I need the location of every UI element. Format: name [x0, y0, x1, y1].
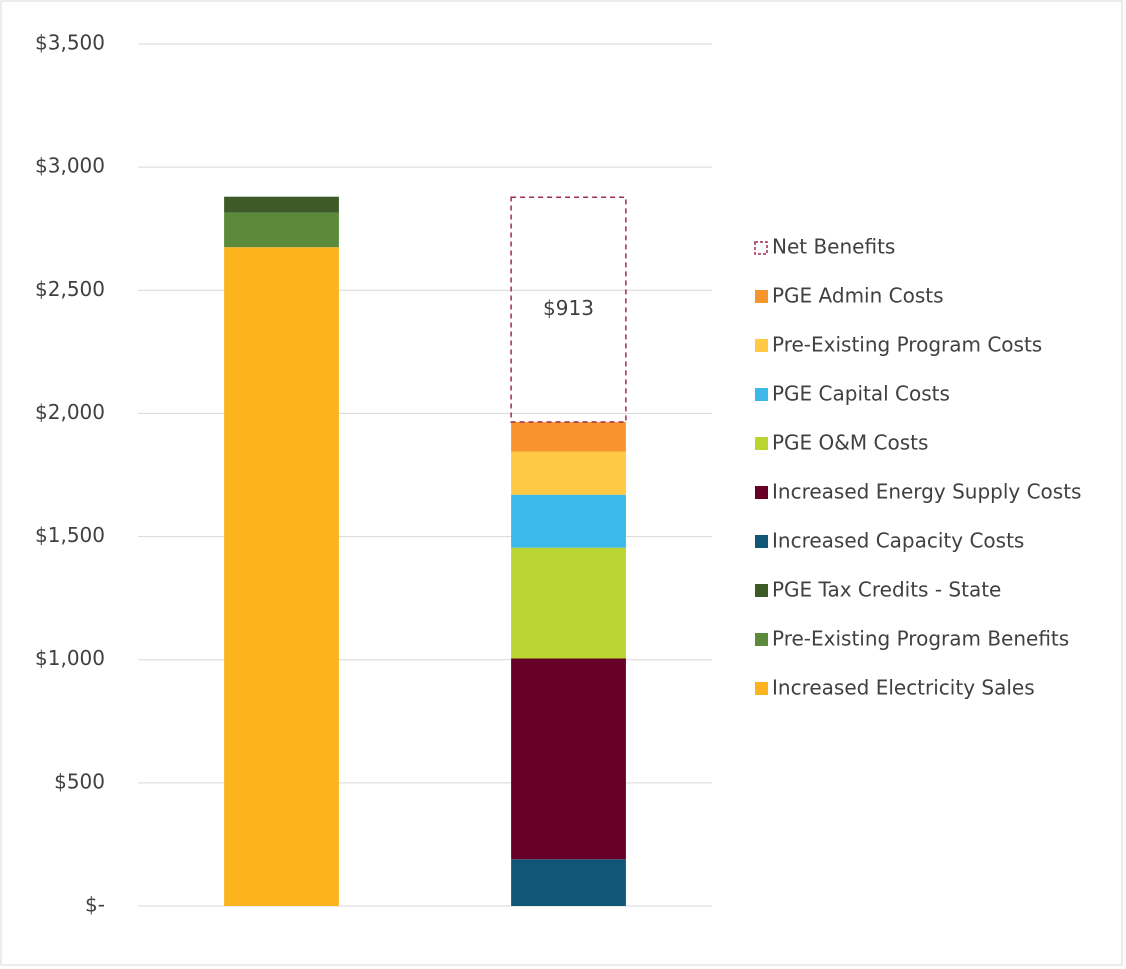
- legend-swatch: [755, 682, 768, 695]
- y-tick-label: $1,000: [35, 646, 105, 670]
- legend-label: Net Benefits: [772, 235, 895, 259]
- y-tick-label: $-: [85, 893, 105, 917]
- legend-swatch: [755, 584, 768, 597]
- bar-segment: [511, 422, 626, 452]
- legend-swatch: [755, 437, 768, 450]
- y-tick-label: $3,000: [35, 154, 105, 178]
- legend-label: PGE Capital Costs: [772, 382, 950, 406]
- legend-swatch: [755, 339, 768, 352]
- bar-segment: [511, 658, 626, 860]
- legend-swatch: [755, 388, 768, 401]
- bar-segment: [511, 494, 626, 548]
- bar-segment: [511, 547, 626, 659]
- bar-segment: [224, 212, 339, 248]
- legend-label: PGE Admin Costs: [772, 284, 944, 308]
- bar-segment: [224, 196, 339, 213]
- y-tick-label: $500: [54, 769, 105, 793]
- legend-swatch: [755, 486, 768, 499]
- bar-segment: [224, 247, 339, 906]
- data-label: $913: [543, 296, 594, 320]
- legend-label: Increased Electricity Sales: [772, 676, 1035, 700]
- legend-label: Pre-Existing Program Costs: [772, 333, 1042, 357]
- y-tick-label: $2,500: [35, 277, 105, 301]
- y-tick-label: $2,000: [35, 400, 105, 424]
- legend-label: Pre-Existing Program Benefits: [772, 627, 1069, 651]
- legend-swatch: [754, 241, 768, 255]
- legend-label: Increased Capacity Costs: [772, 529, 1024, 553]
- legend-swatch: [755, 633, 768, 646]
- legend-swatch: [755, 290, 768, 303]
- legend-label: PGE O&M Costs: [772, 431, 928, 455]
- legend-label: PGE Tax Credits - State: [772, 578, 1001, 602]
- y-tick-label: $3,500: [35, 31, 105, 55]
- bar-segment: [511, 859, 626, 906]
- net-segment: [510, 196, 627, 423]
- y-tick-label: $1,500: [35, 523, 105, 547]
- bar-segment: [511, 451, 626, 495]
- legend-swatch: [755, 535, 768, 548]
- legend-label: Increased Energy Supply Costs: [772, 480, 1081, 504]
